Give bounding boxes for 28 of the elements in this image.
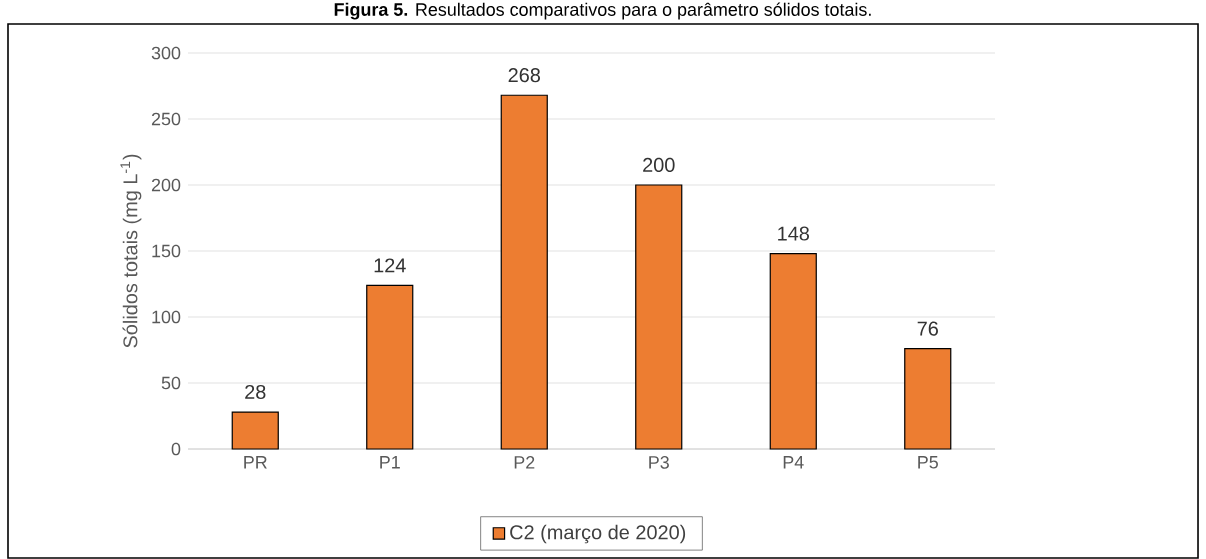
data-label: 76 <box>917 321 938 336</box>
x-tick-label: P3 <box>649 456 669 469</box>
x-tick-label: P5 <box>918 456 938 469</box>
bar <box>769 253 817 450</box>
data-label: 200 <box>643 157 675 172</box>
legend-label: C2 (março de 2020) <box>510 524 686 544</box>
y-tick-label: 250 <box>151 112 181 126</box>
y-tick-label: 100 <box>152 310 181 324</box>
bar <box>904 348 952 450</box>
y-tick-label: 200 <box>151 178 181 192</box>
bar <box>500 94 548 450</box>
y-tick-label: 50 <box>161 376 181 390</box>
data-label: 148 <box>778 226 810 241</box>
bar <box>366 284 414 450</box>
x-tick-label: P2 <box>514 456 535 469</box>
data-label: 268 <box>508 68 541 83</box>
y-axis-title: Sólidos totais (mg L$^{-1}$) <box>120 154 142 348</box>
x-tick-label: P4 <box>783 456 804 469</box>
bar <box>635 184 683 450</box>
y-tick-label: 150 <box>152 244 181 258</box>
bar <box>231 411 279 450</box>
x-tick-label: PR <box>244 456 267 469</box>
y-tick-label: 300 <box>151 46 181 60</box>
x-tick-label: P1 <box>380 456 400 469</box>
data-label: 124 <box>374 258 406 273</box>
chart-title: Figura 5. Resultados comparativos para o parâmetro sólidos totais. <box>334 2 871 20</box>
data-label: 28 <box>245 384 266 399</box>
y-tick-label: 0 <box>171 442 181 456</box>
